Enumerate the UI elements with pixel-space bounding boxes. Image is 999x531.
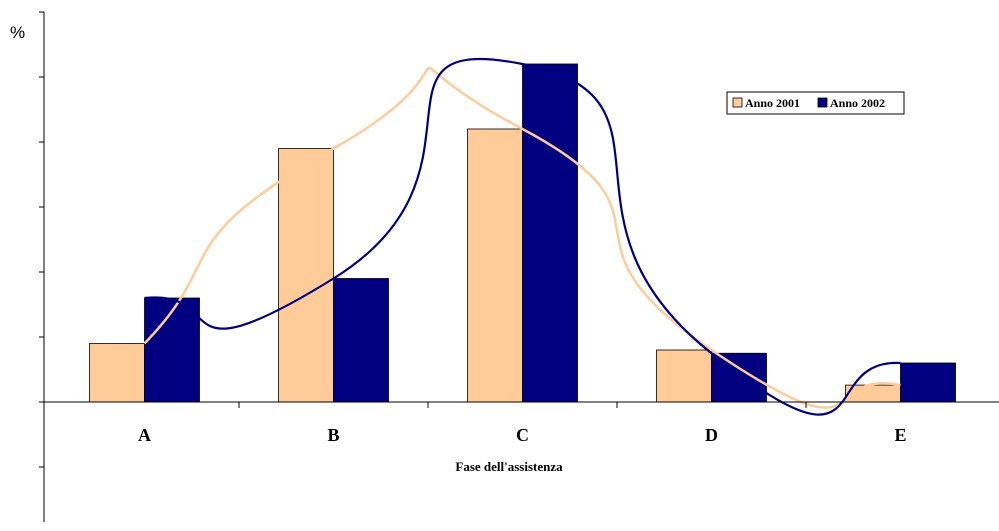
- category-labels: A B C D E: [138, 425, 907, 445]
- category-label-D: D: [705, 425, 718, 445]
- bar-2002-B: [333, 278, 389, 403]
- bar-2001-D: [656, 349, 712, 403]
- category-label-A: A: [138, 425, 151, 445]
- curves-layer: [143, 58, 901, 416]
- bar-2001-A: [89, 343, 145, 403]
- legend-label-2002: Anno 2002: [830, 96, 885, 110]
- bar-2001-B: [278, 148, 334, 403]
- bar-2002-E: [900, 362, 956, 403]
- bar-2001-C: [467, 128, 523, 403]
- trend-line-2002: [144, 58, 901, 416]
- bars-layer: [89, 63, 956, 403]
- legend-swatch-2002: [817, 97, 828, 108]
- legend-box: [726, 91, 905, 115]
- category-label-B: B: [327, 425, 339, 445]
- y-axis-label: %: [10, 23, 25, 42]
- category-label-E: E: [894, 425, 906, 445]
- legend-swatch-2001: [732, 97, 743, 108]
- trend-line-2001: [143, 66, 901, 409]
- bar-2002-A: [144, 297, 200, 403]
- bar-2002-C: [522, 63, 578, 403]
- ticks-layer: [39, 11, 807, 468]
- x-axis-title: Fase dell'assistenza: [455, 459, 563, 474]
- legend: Anno 2001 Anno 2002: [726, 91, 905, 115]
- legend-label-2001: Anno 2001: [745, 96, 800, 110]
- axes-layer: [43, 12, 999, 522]
- category-label-C: C: [516, 425, 529, 445]
